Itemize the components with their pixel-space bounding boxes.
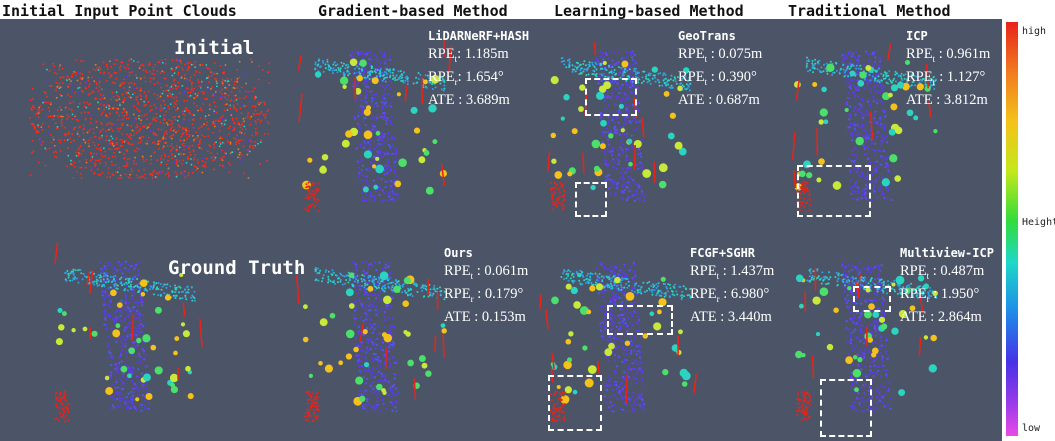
method-name: Multiview-ICP [900,246,994,260]
rpe-r-value: : 1.654° [457,68,504,85]
subscript: t [704,76,708,87]
method-name: GeoTrans [678,29,736,43]
col-header-gradient-based: Gradient-based Method [318,2,508,20]
point-cloud-ground-truth [54,242,203,423]
height-colorbar [1006,22,1018,436]
rpe-r-label: RPE [444,285,471,302]
ate-label: ATE [690,308,717,325]
rpe-t-label: RPE [906,46,933,62]
metrics-icp: ICP RPEt : 0.961m RPEr : 1.127° ATE : 3.… [906,29,990,109]
metrics-fcgf-sghr: FCGF+SGHR RPEt : 1.437m RPEr : 6.980° AT… [690,246,774,326]
ate-label: ATE [678,91,705,108]
highlight-box-geotrans-top [585,78,637,116]
rpe-t-value: : 0.961m [935,46,991,62]
point-cloud-icp [791,43,938,213]
subscript: r [716,293,720,304]
colorbar-height-label: Height [1022,217,1055,228]
ate-value: : 3.812m [932,91,988,108]
col-header-initial-input: Initial Input Point Clouds [2,2,237,20]
metrics-ours: Ours RPEt : 0.061m RPEr : 0.179° ATE : 0… [444,246,528,326]
subscript: t [470,270,474,281]
rpe-t-value: : 0.487m [929,263,985,279]
rpe-r-label: RPE [900,285,927,302]
point-cloud-multiview-icp [795,261,938,422]
ate-label: ATE [428,91,455,108]
point-cloud-geotrans [547,42,692,211]
ate-value: : 0.687m [704,91,760,108]
metrics-multiview-icp: Multiview-ICP RPEt : 0.487m RPEr : 1.950… [900,246,994,326]
ate-label: ATE [444,308,471,325]
rpe-r-label: RPE [428,68,455,85]
visualization-panel: Initial Ground Truth LiDARNeRF+HASH RPEt… [0,19,1002,441]
highlight-box-multiview-top [853,286,891,312]
rpe-r-label: RPE [690,285,717,302]
rpe-t-label: RPE [900,263,927,279]
ate-value: : 2.864m [926,308,982,325]
metrics-lidarnerf-hash: LiDARNeRF+HASH RPEt: 1.185m RPEr: 1.654°… [428,29,529,109]
metrics-geotrans: GeoTrans RPEt : 0.075m RPEt : 0.390° ATE… [678,29,762,109]
col-header-traditional: Traditional Method [788,2,951,20]
rpe-t-value: : 1.185m [457,46,509,62]
subscript: t [716,270,720,281]
subscript: t [454,53,458,64]
rpe-t-value: : 0.075m [707,46,763,62]
highlight-box-geotrans-bottom [575,182,607,217]
ate-value: : 3.689m [454,91,510,108]
rpe-t-value: : 0.061m [473,263,529,279]
highlight-box-multiview-bottom [820,379,872,437]
ate-value: : 0.153m [470,308,526,325]
subscript: r [932,76,936,87]
point-cloud-lidarnerf [297,33,452,213]
rpe-r-value: : 1.950° [929,285,980,302]
subscript: t [932,53,936,64]
rpe-t-label: RPE [444,263,471,279]
highlight-box-fcgf-top [607,305,673,335]
highlight-box-icp [797,165,871,217]
method-name: ICP [906,29,928,43]
rpe-t-label: RPE [690,263,717,279]
subscript: r [926,293,930,304]
colorbar-high-label: high [1022,26,1047,37]
rpe-r-value: : 6.980° [719,285,770,302]
point-cloud-ours [295,260,447,423]
highlight-box-fcgf-bottom [548,375,602,431]
initial-label: Initial [174,37,255,59]
rpe-r-value: : 0.179° [473,285,524,302]
ate-value: : 3.440m [716,308,772,325]
method-name: LiDARNeRF+HASH [428,29,530,43]
ate-label: ATE [900,308,927,325]
rpe-r-label: RPE [678,68,705,85]
rpe-r-value: : 1.127° [935,68,986,85]
colorbar-low-label: low [1022,423,1041,434]
point-cloud-initial-noisy [29,58,270,180]
rpe-r-label: RPE [906,68,933,85]
rpe-t-label: RPE [678,46,705,62]
method-name: Ours [444,246,473,260]
ate-label: ATE [906,91,933,108]
subscript: r [470,293,474,304]
subscript: t [926,270,930,281]
method-name: FCGF+SGHR [690,246,756,260]
rpe-t-value: : 1.437m [719,263,775,279]
subscript: r [454,76,458,87]
ground-truth-label: Ground Truth [168,257,306,279]
subscript: t [704,53,708,64]
rpe-t-label: RPE [428,46,455,62]
col-header-learning-based: Learning-based Method [554,2,744,20]
rpe-r-value: : 0.390° [707,68,757,85]
